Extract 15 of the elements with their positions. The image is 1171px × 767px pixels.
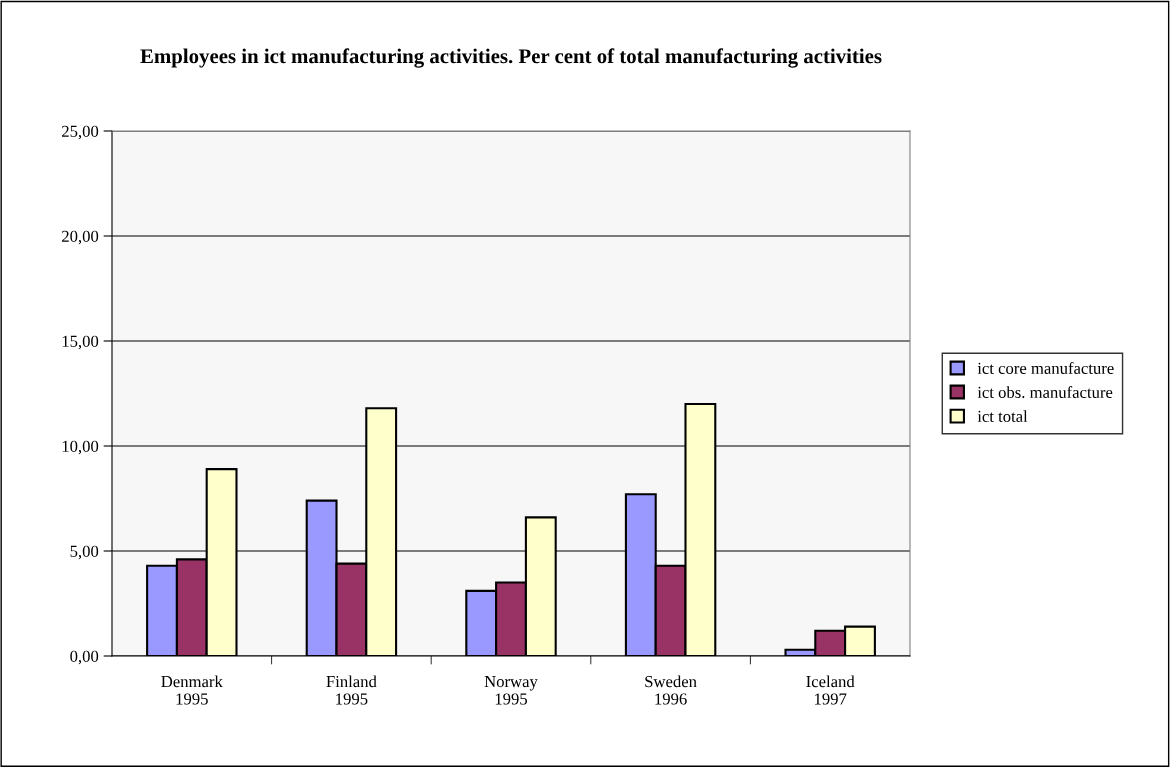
x-tick-label: Norway 1995 xyxy=(484,676,538,705)
y-tick-label: 20,00 xyxy=(62,230,99,245)
y-tick-label: 5,00 xyxy=(70,545,99,560)
x-tick-label: Sweden 1996 xyxy=(645,675,697,705)
y-tick-label: 0,00 xyxy=(70,650,99,665)
x-tick-label: Iceland 1997 xyxy=(806,675,855,705)
x-tick-label: Finland 1995 xyxy=(326,675,377,705)
y-tick-label: 10,00 xyxy=(62,440,99,455)
x-tick-label: Denmark 1995 xyxy=(161,675,223,705)
legend-label: ict obs. manufacture xyxy=(977,386,1113,399)
legend-label: ict total xyxy=(977,410,1028,423)
legend-label: ict core manufacture xyxy=(977,362,1114,374)
y-tick-label: 15,00 xyxy=(62,335,99,350)
chart-title: Employees in ict manufacturing activities. Per cent of total manufacturing activities xyxy=(140,48,882,68)
y-tick-label: 25,00 xyxy=(62,125,99,140)
